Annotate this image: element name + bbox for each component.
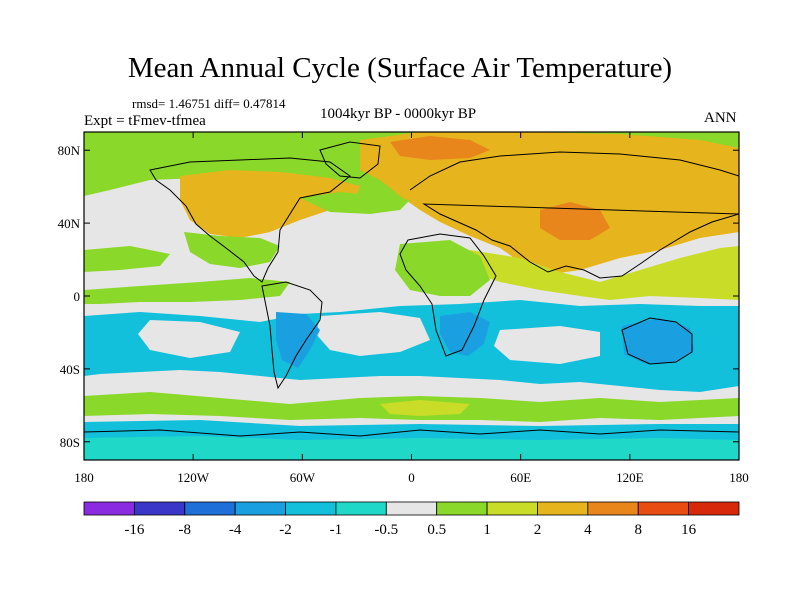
field-central-asia-hot bbox=[540, 202, 610, 240]
coast-south-america bbox=[261, 281, 323, 390]
coast-africa bbox=[399, 233, 497, 357]
field-antarctic-warmer bbox=[380, 400, 470, 416]
lon-tick-label: 180 bbox=[729, 470, 749, 485]
lat-tick-label: 80N bbox=[58, 143, 81, 158]
colorbar-swatch bbox=[385, 501, 438, 516]
colorbar-swatch bbox=[133, 501, 186, 516]
field-south-pacific-neutral bbox=[138, 320, 240, 358]
lon-tick-label: 60E bbox=[510, 470, 531, 485]
lon-tick-label: 120E bbox=[616, 470, 644, 485]
plot-title: Mean Annual Cycle (Surface Air Temperatu… bbox=[127, 52, 673, 84]
colorbar-swatch bbox=[436, 501, 488, 516]
coast-australia bbox=[621, 317, 693, 365]
colorbar-swatch bbox=[637, 501, 690, 516]
colorbar-label: 4 bbox=[584, 522, 592, 538]
field-southern-neutral-gap bbox=[316, 312, 430, 356]
colorbar-label: 1 bbox=[483, 522, 491, 538]
field-south-america-cool bbox=[276, 312, 320, 368]
lat-tick-label: 0 bbox=[74, 289, 81, 304]
colorbar-swatch bbox=[587, 501, 639, 516]
field-africa-south-cool bbox=[440, 312, 490, 356]
colorbar-swatch bbox=[83, 501, 135, 516]
colorbar-label: -1 bbox=[330, 522, 343, 538]
field-northamerica-warm bbox=[180, 170, 360, 238]
colorbar-label: -4 bbox=[229, 522, 242, 538]
coast-antarctica bbox=[84, 429, 739, 437]
colorbar-label: 0.5 bbox=[427, 522, 446, 538]
field-tropics-light bbox=[84, 278, 290, 304]
field-indian-ocean-neutral bbox=[494, 326, 600, 364]
colorbar-label: 2 bbox=[534, 522, 542, 538]
lon-tick-label: 180 bbox=[74, 470, 94, 485]
colorbar-swatch bbox=[688, 501, 740, 516]
lon-tick-label: 120W bbox=[177, 470, 210, 485]
coast-greenland bbox=[319, 141, 381, 179]
lat-tick-label: 80S bbox=[60, 435, 80, 450]
field-eurasia-warm bbox=[360, 132, 739, 275]
colorbar-label: -8 bbox=[179, 522, 192, 538]
colorbar: -16 -8 -4 -2 -1 -0.5 0.5 1 2 4 8 16 bbox=[83, 501, 740, 538]
field-australia-cool bbox=[622, 318, 694, 364]
colorbar-swatch bbox=[335, 501, 387, 516]
field-antarctic-light bbox=[84, 436, 739, 460]
coast-north-america bbox=[149, 157, 351, 283]
colorbar-swatch bbox=[184, 501, 236, 516]
lat-tick-label: 40N bbox=[58, 216, 81, 231]
coast-europe-asia bbox=[409, 151, 739, 279]
experiment-label: Expt = tFmev-tfmea bbox=[84, 113, 206, 129]
field-africa-warm bbox=[395, 240, 490, 296]
colorbar-swatch bbox=[234, 501, 286, 516]
field-layer bbox=[84, 132, 739, 460]
lon-tick-label: 0 bbox=[408, 470, 415, 485]
field-eurasia-hot bbox=[390, 136, 490, 160]
colorbar-label: -0.5 bbox=[374, 522, 398, 538]
axes: 80N 40N 0 40S 80S 180 120W 60W 0 60E 120E 180 bbox=[58, 132, 749, 485]
lat-tick-label: 40S bbox=[60, 362, 80, 377]
period-label: 1004kyr BP - 0000kyr BP bbox=[320, 106, 477, 122]
colorbar-label: -16 bbox=[124, 522, 144, 538]
colorbar-label: 16 bbox=[681, 522, 697, 538]
colorbar-swatch bbox=[285, 501, 337, 516]
field-northamerica-edge bbox=[184, 232, 280, 268]
colorbar-swatch bbox=[537, 501, 589, 516]
season-label: ANN bbox=[704, 110, 737, 126]
field-atlantic-light bbox=[300, 192, 410, 214]
colorbar-label: -2 bbox=[279, 522, 292, 538]
colorbar-swatch bbox=[486, 501, 538, 516]
field-pacific-light bbox=[84, 246, 170, 272]
lon-tick-label: 60W bbox=[290, 470, 316, 485]
field-south-asia bbox=[470, 246, 739, 300]
coastlines bbox=[84, 141, 739, 437]
stats-label: rmsd= 1.46751 diff= 0.47814 bbox=[132, 96, 286, 111]
colorbar-label: 8 bbox=[634, 522, 642, 538]
